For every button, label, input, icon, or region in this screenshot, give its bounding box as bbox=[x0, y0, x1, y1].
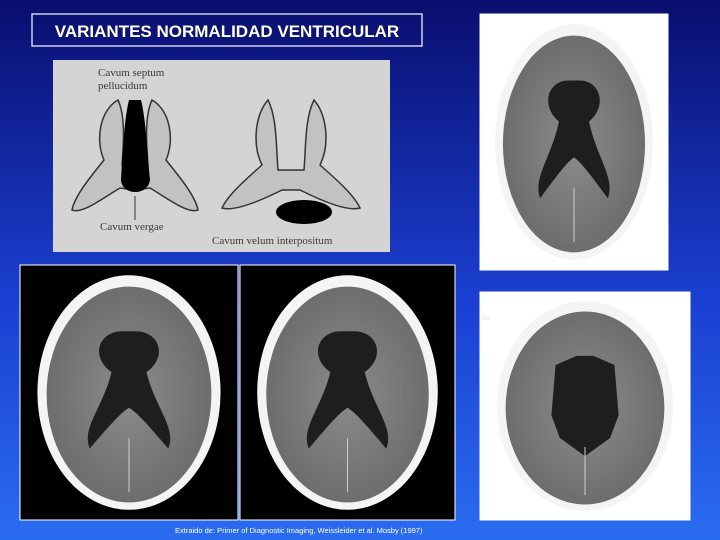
ventricles bbox=[551, 355, 619, 457]
ct-scan bbox=[19, 264, 239, 521]
diagram-label: pellucidum bbox=[98, 80, 148, 92]
ventricle-outline bbox=[220, 98, 362, 210]
diagram: Cavum septum pellucidum Cavum vergae Cav… bbox=[53, 60, 390, 252]
ventricles bbox=[87, 331, 171, 449]
scan-label: R1 bbox=[482, 316, 490, 322]
ct-scan bbox=[239, 264, 456, 521]
diagram-label: Cavum velum interpositum bbox=[212, 235, 333, 247]
ct-scan bbox=[479, 291, 691, 521]
diagram-label: Cavum vergae bbox=[100, 221, 164, 233]
ct-scan bbox=[479, 13, 669, 271]
slide-title: VARIANTES NORMALIDAD VENTRICULAR bbox=[55, 22, 399, 41]
cavum-velum-shape bbox=[276, 200, 332, 224]
scans bbox=[19, 13, 691, 521]
caption: Extraido de: Primer of Diagnostic Imagin… bbox=[175, 526, 423, 535]
diagram-label: Cavum septum bbox=[98, 67, 165, 79]
cavum-septum-shape bbox=[121, 100, 150, 192]
ventricles bbox=[538, 80, 610, 199]
ventricles bbox=[306, 331, 389, 449]
title-box bbox=[31, 13, 423, 47]
